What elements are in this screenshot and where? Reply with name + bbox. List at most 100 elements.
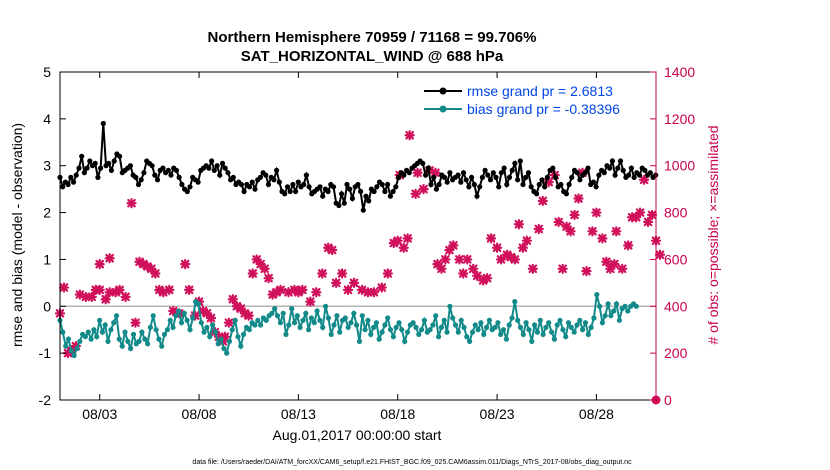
rmse-point — [636, 172, 643, 178]
bias-point — [136, 338, 142, 344]
rmse-point — [620, 167, 626, 173]
bias-point — [289, 306, 295, 312]
bias-point — [580, 327, 586, 333]
bias-point — [503, 336, 509, 342]
bias-point — [113, 313, 120, 319]
bias-point — [337, 329, 343, 335]
bias-point — [63, 343, 69, 349]
bias-point — [246, 327, 252, 333]
rmse-point — [360, 207, 366, 213]
bias-point — [116, 336, 122, 342]
rmse-point — [249, 179, 255, 185]
data-file-footer: data file: /Users/raeder/DAI/ATM_forcXX/… — [192, 459, 632, 466]
bias-point — [119, 343, 125, 349]
bias-point — [221, 345, 227, 352]
assimilated-marker — [247, 268, 258, 279]
rmse-point — [371, 188, 377, 195]
bias-point — [323, 303, 329, 309]
rmse-point — [593, 184, 599, 190]
bias-point — [65, 336, 72, 342]
rmse-point — [479, 174, 485, 180]
assimilated-marker — [509, 254, 521, 265]
rmse-point — [385, 181, 391, 188]
bias-point — [277, 320, 283, 326]
rmse-point — [523, 174, 529, 180]
bias-point — [427, 327, 433, 333]
assimilated-marker — [305, 296, 316, 307]
assimilated-marker — [638, 174, 650, 185]
y-right-tick-label: 600 — [664, 251, 688, 267]
bias-point — [128, 345, 134, 352]
rmse-point — [366, 198, 372, 204]
bias-point — [622, 303, 628, 309]
bias-point — [122, 329, 128, 335]
y-right-tick-label: 200 — [664, 345, 688, 361]
assimilated-marker — [601, 256, 612, 267]
rmse-point — [79, 153, 85, 159]
rmse-point — [339, 191, 345, 197]
assimilated-marker — [521, 235, 532, 246]
rmse-point — [631, 174, 637, 180]
plot-area — [60, 72, 656, 400]
assimilated-marker — [130, 317, 141, 328]
chart-subtitle: SAT_HORIZONTAL_WIND @ 688 hPa — [241, 48, 504, 65]
rmse-point — [642, 167, 648, 173]
assimilated-marker — [611, 226, 622, 237]
bias-point — [198, 320, 204, 326]
rmse-point — [95, 174, 101, 180]
bias-point — [125, 338, 131, 344]
assimilated-marker — [581, 266, 592, 277]
rmse-point — [585, 165, 591, 171]
bias-point — [210, 322, 216, 328]
x-tick-label: 08/18 — [380, 406, 415, 422]
assimilated-marker — [533, 223, 544, 235]
assimilated-marker — [418, 184, 429, 195]
plot-background — [60, 72, 656, 400]
bias-point — [509, 315, 515, 321]
bias-point — [455, 329, 461, 335]
rmse-point — [252, 186, 258, 192]
rmse-point — [358, 188, 364, 195]
rmse-point — [320, 193, 326, 199]
bias-point — [280, 310, 286, 316]
rmse-point — [379, 181, 385, 188]
assimilated-marker — [448, 240, 459, 251]
rmse-point — [504, 181, 510, 188]
bias-point — [597, 303, 603, 309]
bias-point — [577, 317, 583, 323]
rmse-point — [165, 167, 171, 173]
rmse-point — [550, 165, 556, 171]
bias-point — [308, 315, 314, 321]
bias-point — [438, 324, 444, 330]
bias-point — [362, 327, 368, 333]
legend-bias-marker — [439, 105, 447, 113]
rmse-point — [493, 174, 499, 180]
rmse-point — [615, 165, 621, 171]
assimilated-marker — [368, 287, 379, 298]
bias-point — [532, 322, 538, 328]
rmse-point — [563, 191, 570, 197]
rmse-point — [534, 191, 540, 197]
bias-point — [574, 322, 580, 328]
rmse-point — [138, 177, 144, 183]
assimilated-marker — [597, 233, 608, 244]
bias-point — [486, 317, 492, 323]
bias-point — [94, 334, 100, 340]
bias-point — [108, 327, 114, 333]
rmse-point — [582, 170, 588, 176]
bias-point — [345, 324, 351, 330]
bias-point — [77, 338, 83, 344]
rmse-point — [382, 188, 388, 195]
bias-point — [71, 352, 77, 359]
bias-point — [396, 320, 402, 326]
rmse-point — [179, 181, 185, 188]
bias-point — [105, 338, 111, 344]
rmse-point — [425, 165, 431, 171]
bias-point — [410, 320, 416, 326]
bias-point — [613, 301, 620, 307]
rmse-point — [341, 200, 347, 206]
assimilated-marker — [392, 235, 403, 246]
bias-point — [255, 317, 261, 323]
bias-point — [436, 334, 442, 340]
